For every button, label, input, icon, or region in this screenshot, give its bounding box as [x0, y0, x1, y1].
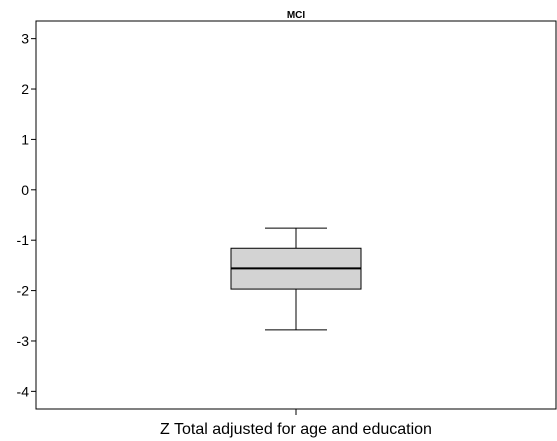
y-tick-label: -2	[17, 283, 30, 299]
x-axis-label: Z Total adjusted for age and education	[160, 421, 432, 438]
chart-title: MCI	[287, 10, 306, 21]
y-tick-label: -1	[17, 232, 30, 248]
y-tick-label: 2	[21, 81, 29, 97]
y-tick-label: 1	[21, 131, 29, 147]
plot-frame	[35, 20, 557, 410]
y-tick-label: 0	[21, 182, 29, 198]
y-tick-label: 3	[21, 31, 29, 47]
y-tick-label: -3	[17, 333, 30, 349]
y-tick-label: -4	[17, 383, 30, 399]
